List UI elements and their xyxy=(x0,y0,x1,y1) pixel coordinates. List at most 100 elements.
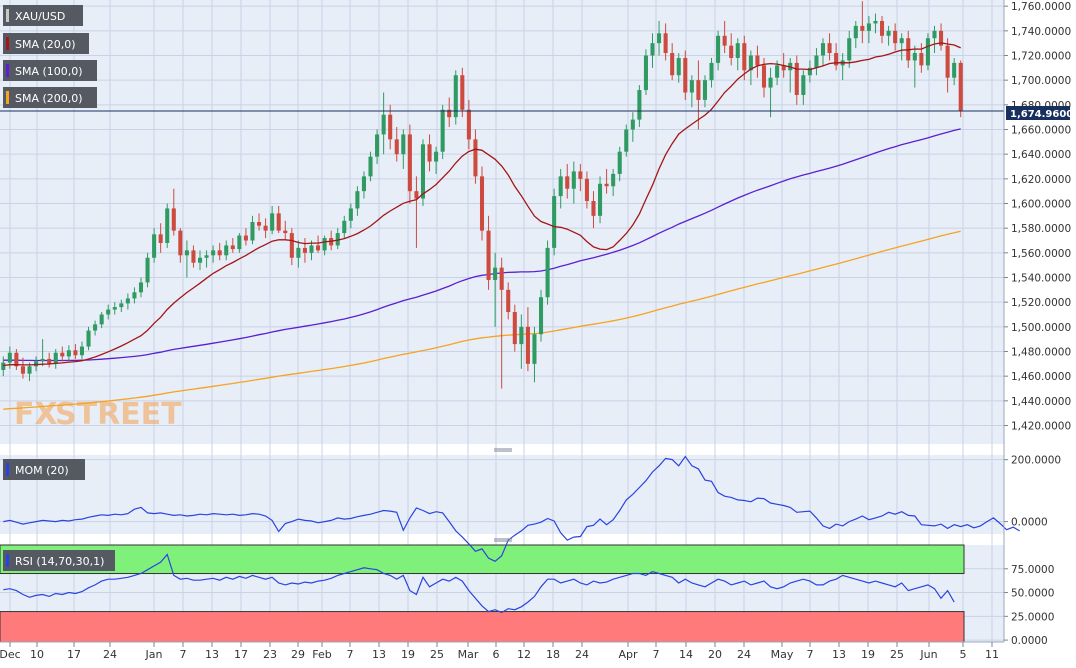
x-tick-label: Jan xyxy=(145,648,163,661)
candle xyxy=(689,75,694,108)
y-tick-label: 1,560.0000 xyxy=(1011,248,1071,260)
candle xyxy=(125,293,130,310)
candle xyxy=(60,346,65,362)
candle xyxy=(99,312,104,329)
candle xyxy=(152,228,157,263)
candle xyxy=(755,45,760,78)
candle xyxy=(952,57,957,86)
candle xyxy=(112,302,117,315)
legend-symbol[interactable]: XAU/USD xyxy=(3,5,83,26)
y-tick-label: 0.0000 xyxy=(1011,517,1048,529)
x-tick-label: 12 xyxy=(517,648,531,661)
candle xyxy=(611,168,616,197)
x-tick-label: 24 xyxy=(737,648,751,661)
mom-line xyxy=(3,455,1020,563)
candle xyxy=(224,240,229,261)
candle xyxy=(820,38,826,66)
rsi-axis-ticks: 0.0000 25.0000 50.0000 75.0000 xyxy=(1004,564,1054,647)
current-price-label: 1,674.9600 xyxy=(1010,109,1073,120)
x-tick-label: 14 xyxy=(679,648,693,661)
y-tick-label: 1,720.0000 xyxy=(1011,51,1071,63)
y-tick-label: 1,700.0000 xyxy=(1011,75,1071,87)
candle xyxy=(79,341,85,359)
legend-sma20[interactable]: SMA (20,0) xyxy=(3,33,89,54)
candle xyxy=(663,23,668,61)
candle xyxy=(296,240,301,268)
x-tick-label: 7 xyxy=(807,648,814,661)
candle xyxy=(257,213,262,231)
candle xyxy=(230,238,235,253)
candle xyxy=(191,245,196,268)
watermark-fx: FX xyxy=(14,397,58,432)
candle xyxy=(407,124,412,204)
x-tick-label: Apr xyxy=(618,648,638,661)
y-tick-label: 1,600.0000 xyxy=(1011,199,1071,211)
sma-100-line xyxy=(3,128,961,362)
legend-sma200[interactable]: SMA (200,0) xyxy=(3,87,97,108)
candle xyxy=(119,299,124,313)
candle xyxy=(453,70,458,125)
candle xyxy=(47,352,52,368)
candle xyxy=(650,33,655,68)
y-tick-label: 0.0000 xyxy=(1011,635,1048,647)
legend-sma200-label: SMA (200,0) xyxy=(15,92,83,105)
x-tick-label: 17 xyxy=(234,648,248,661)
candle xyxy=(768,67,773,118)
candle xyxy=(381,92,386,155)
candle xyxy=(335,228,340,250)
candle xyxy=(814,48,819,76)
legend-sma100[interactable]: SMA (100,0) xyxy=(3,60,97,81)
candle xyxy=(578,164,583,192)
candle xyxy=(355,186,360,216)
candle xyxy=(558,168,563,209)
y-tick-label: 1,580.0000 xyxy=(1011,223,1071,235)
y-tick-label: 200.0000 xyxy=(1011,455,1061,467)
candle xyxy=(591,191,596,229)
candle xyxy=(893,23,898,51)
sma-20-path xyxy=(3,42,961,367)
x-tick-label: 24 xyxy=(103,648,117,661)
rsi-line xyxy=(3,553,955,614)
candle xyxy=(919,43,924,73)
candle xyxy=(466,99,471,150)
legend-rsi[interactable]: RSI (14,70,30,1) xyxy=(3,550,115,571)
x-tick-label: 13 xyxy=(372,648,386,661)
candle xyxy=(178,228,183,263)
y-tick-label: 1,420.0000 xyxy=(1011,421,1071,433)
candle xyxy=(263,218,268,239)
candle xyxy=(211,245,216,263)
mom-panel-resize-handle[interactable] xyxy=(494,448,512,452)
candle xyxy=(250,215,255,245)
candle xyxy=(925,33,930,71)
candle xyxy=(73,344,78,359)
candle xyxy=(34,356,39,372)
candle xyxy=(512,304,517,352)
candle xyxy=(670,43,675,81)
price-axis-ticks: 1,420.0000 1,440.0000 1,460.0000 1,480.0000… xyxy=(1004,1,1071,433)
candle xyxy=(158,223,163,253)
candle xyxy=(302,238,307,263)
legend-mom[interactable]: MOM (20) xyxy=(3,459,85,480)
candle xyxy=(807,60,812,83)
y-tick-label: 1,540.0000 xyxy=(1011,273,1071,285)
y-tick-label: 1,440.0000 xyxy=(1011,396,1071,408)
candle xyxy=(742,35,747,81)
candle xyxy=(545,240,550,305)
y-tick-label: 1,480.0000 xyxy=(1011,347,1071,359)
candle xyxy=(716,30,721,71)
rsi-panel-resize-handle[interactable] xyxy=(494,538,512,542)
candle xyxy=(801,70,806,105)
candle xyxy=(886,25,891,46)
candle xyxy=(283,220,288,241)
x-tick-label: 19 xyxy=(401,648,415,661)
x-tick-label: 5 xyxy=(960,648,967,661)
candle xyxy=(184,240,189,278)
y-tick-label: 1,500.0000 xyxy=(1011,322,1071,334)
mom-panel-background xyxy=(0,455,1004,534)
x-tick-label: 19 xyxy=(861,648,875,661)
candle xyxy=(630,112,635,142)
candle xyxy=(93,320,98,336)
candle xyxy=(145,252,150,288)
candle xyxy=(860,1,865,44)
